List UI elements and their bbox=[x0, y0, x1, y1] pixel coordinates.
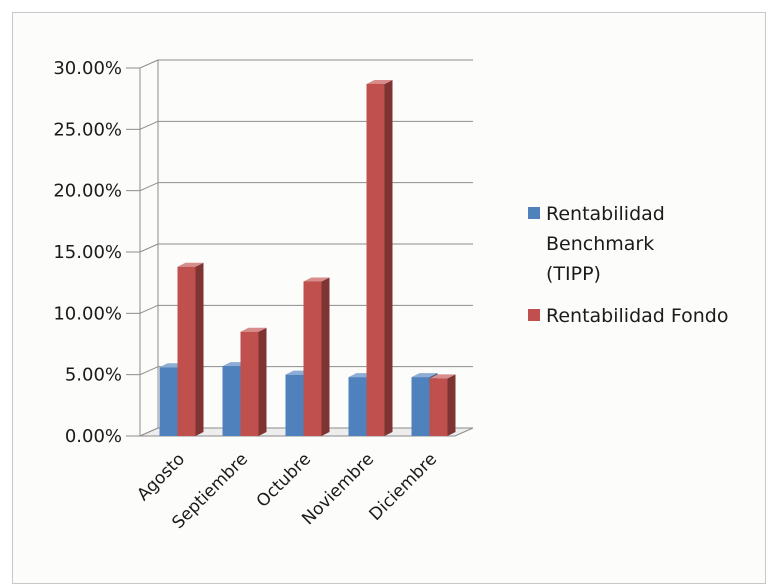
bar-fondo bbox=[177, 266, 196, 436]
y-tick-label: 30.00% bbox=[53, 58, 122, 79]
gridline-diagonal bbox=[139, 182, 159, 192]
legend-label-line: Benchmark bbox=[546, 233, 654, 255]
legend-label-line: (TIPP) bbox=[546, 263, 601, 285]
bar-fondo-side bbox=[195, 262, 204, 436]
bar-fondo bbox=[366, 83, 385, 437]
x-tick-label: Agosto bbox=[133, 449, 189, 505]
bar-benchmark bbox=[159, 367, 178, 436]
bar-fondo-top bbox=[366, 79, 393, 84]
bar-fondo-side bbox=[258, 327, 267, 436]
bar-benchmark bbox=[411, 377, 430, 436]
bar-fondo-top bbox=[303, 277, 330, 282]
legend-label: Rentabilidad Benchmark (TIPP) bbox=[546, 203, 665, 285]
gridline-diagonal bbox=[139, 366, 159, 376]
y-tick-label: 20.00% bbox=[53, 181, 122, 202]
bar-fondo bbox=[429, 378, 448, 436]
y-tick-label: 10.00% bbox=[53, 303, 122, 324]
y-tick-label: 5.00% bbox=[65, 365, 122, 386]
x-tick-label: Diciembre bbox=[366, 449, 442, 525]
y-tick-label: 15.00% bbox=[53, 242, 122, 263]
legend-label: Rentabilidad Fondo bbox=[546, 305, 728, 327]
bar-benchmark bbox=[285, 374, 304, 436]
bar-fondo bbox=[240, 331, 259, 436]
y-tick-label: 0.00% bbox=[65, 426, 122, 447]
bar-fondo-top bbox=[177, 262, 204, 267]
bar-fondo-side bbox=[384, 79, 393, 437]
x-tick-label: Octubre bbox=[253, 449, 315, 511]
gridline-diagonal bbox=[139, 243, 159, 253]
gridline-diagonal bbox=[139, 59, 159, 69]
bar-benchmark bbox=[222, 366, 241, 436]
y-tick-label: 25.00% bbox=[53, 119, 122, 140]
legend-label-line: Rentabilidad Fondo bbox=[546, 305, 728, 327]
legend-swatch bbox=[528, 207, 540, 219]
bar-fondo-side bbox=[447, 374, 456, 436]
bar-benchmark-top bbox=[411, 373, 438, 378]
legend-label-line: Rentabilidad bbox=[546, 203, 665, 225]
gridline-diagonal bbox=[139, 120, 159, 130]
bar-fondo bbox=[303, 281, 322, 436]
legend-swatch bbox=[528, 309, 540, 321]
bar-benchmark bbox=[348, 377, 367, 436]
bar-fondo-side bbox=[321, 277, 330, 436]
gridline-diagonal bbox=[139, 304, 159, 314]
bar-fondo-top bbox=[240, 327, 267, 332]
bar-fondo-top bbox=[429, 374, 456, 379]
